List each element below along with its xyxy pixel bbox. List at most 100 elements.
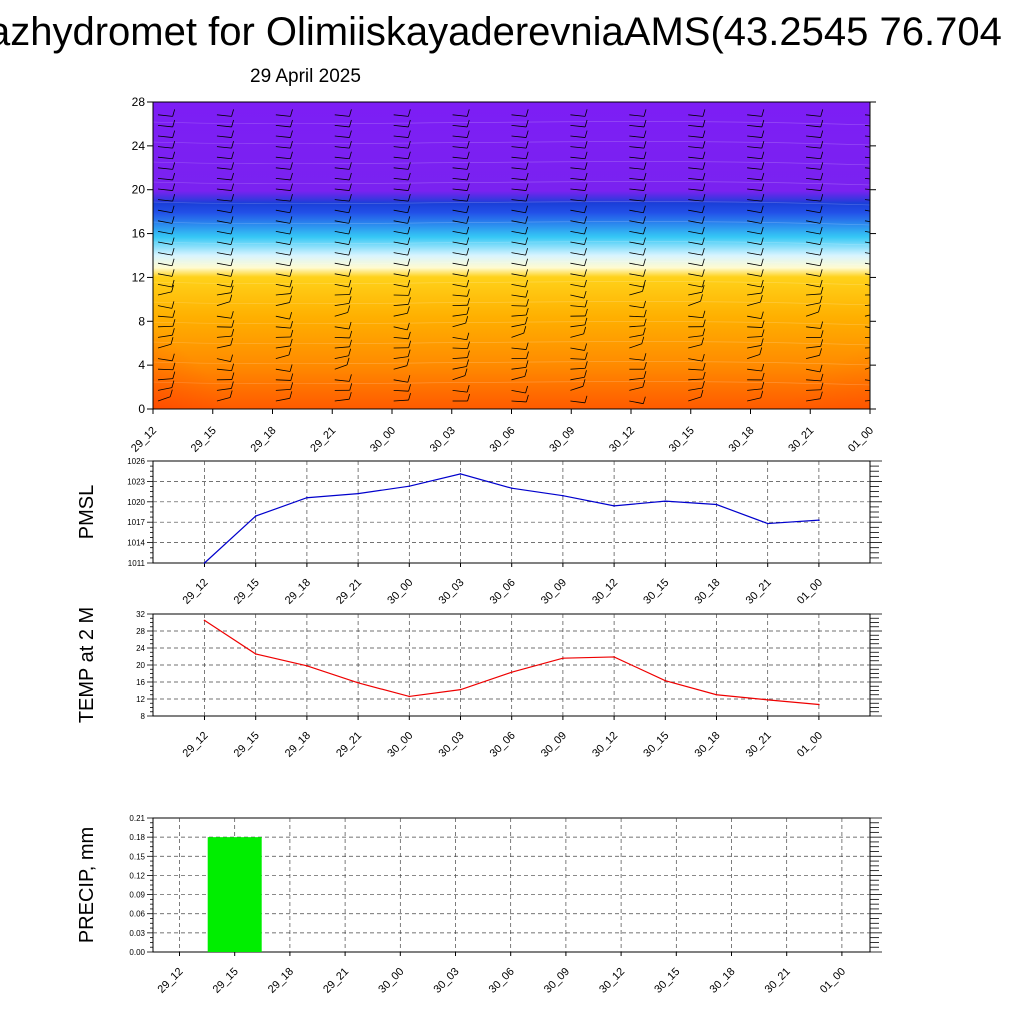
series-point — [203, 619, 206, 622]
wind-barb — [216, 156, 232, 160]
wind-barb — [452, 390, 468, 393]
wind-barb-flag — [172, 151, 176, 159]
wind-barb-flag — [348, 296, 352, 304]
y-tick-label: 0.06 — [129, 910, 145, 919]
wind-barb-flag — [407, 216, 411, 224]
wind-barb — [570, 400, 586, 404]
wind-barb-flag — [820, 130, 824, 138]
wind-barb-flag — [584, 258, 587, 266]
wind-barb-flag — [584, 248, 587, 256]
wind-barb-flag — [466, 384, 470, 393]
wind-barb-flag — [819, 391, 823, 399]
wind-barb — [747, 209, 762, 214]
wind-barb — [275, 167, 291, 170]
wind-barb — [864, 326, 870, 329]
series-point — [562, 494, 564, 497]
wind-barb — [747, 301, 761, 306]
wind-barb-flag — [230, 226, 234, 235]
wind-barb — [629, 114, 645, 117]
wind-barb — [629, 252, 644, 256]
wind-barb-flag — [880, 120, 882, 127]
wind-barb-flag — [407, 194, 411, 202]
wind-barb — [157, 156, 173, 160]
x-tick-label: 30_18 — [727, 425, 757, 455]
wind-barb — [275, 252, 291, 256]
y-tick-label: 12 — [132, 270, 146, 284]
wind-barb — [275, 388, 291, 391]
wind-barb-flag — [289, 279, 293, 288]
wind-barb — [806, 188, 821, 191]
y-tick-label: 0.00 — [129, 948, 145, 957]
wind-barb — [806, 146, 821, 149]
wind-barb-flag — [643, 216, 646, 224]
wind-barb — [334, 167, 350, 170]
wind-barb-flag — [525, 290, 529, 298]
wind-barb-flag — [879, 269, 881, 276]
wind-barb — [747, 292, 762, 296]
x-tick-label: 30_12 — [597, 966, 627, 996]
wind-barb-flag — [171, 226, 175, 235]
wind-barb — [275, 273, 291, 277]
wind-barb — [629, 262, 644, 267]
wind-barb — [157, 284, 173, 288]
wind-barb-flag — [525, 237, 528, 245]
wind-barb — [393, 326, 408, 331]
wind-barb — [334, 178, 350, 181]
wind-barb — [275, 326, 291, 329]
wind-barb-flag — [702, 363, 706, 371]
x-tick-label: 30_03 — [432, 966, 462, 996]
wind-barb-flag — [466, 194, 470, 202]
wind-barb — [688, 387, 703, 391]
wind-barb-flag — [761, 130, 765, 138]
wind-barb — [275, 156, 291, 160]
wind-barb-flag — [760, 269, 764, 277]
wind-barb-flag — [880, 162, 882, 169]
wind-barb — [806, 178, 821, 181]
wind-barb-flag — [643, 362, 647, 370]
wind-barb — [216, 199, 232, 202]
x-tick-label: 29_15 — [189, 425, 219, 455]
wind-barb — [864, 146, 870, 148]
x-tick-label: 30_12 — [590, 730, 620, 760]
wind-barb — [570, 284, 585, 288]
x-tick-label: 30_03 — [437, 730, 467, 760]
wind-barb — [806, 167, 821, 170]
wind-barb-flag — [171, 269, 175, 277]
wind-barb — [570, 273, 585, 277]
wind-barb-flag — [643, 300, 646, 309]
wind-barb — [334, 156, 350, 160]
wind-barb — [511, 220, 526, 224]
y-tick-label: 12 — [136, 695, 145, 704]
wind-barb — [864, 241, 870, 244]
contour-line — [153, 321, 870, 326]
wind-barb-flag — [525, 258, 528, 266]
wind-barb — [157, 188, 173, 191]
wind-barb — [864, 156, 870, 159]
wind-barb-flag — [467, 298, 470, 306]
wind-barb-flag — [466, 151, 470, 159]
wind-barb-flag — [290, 130, 293, 138]
wind-barb — [334, 125, 350, 128]
wind-barb — [864, 125, 870, 127]
wind-barb — [864, 114, 870, 116]
wind-barb — [747, 146, 762, 149]
wind-barb-flag — [525, 141, 529, 149]
wind-barb-flag — [230, 248, 234, 256]
y-tick-label: 0.15 — [129, 852, 145, 861]
wind-barb-flag — [820, 339, 824, 347]
wind-barb — [452, 167, 468, 170]
wind-barb-flag — [525, 385, 528, 394]
wind-barb — [157, 368, 173, 371]
wind-barb — [393, 312, 408, 317]
wind-barb — [452, 209, 467, 214]
wind-barb-flag — [289, 226, 293, 235]
wind-barb-flag — [760, 216, 764, 224]
wind-barb-flag — [584, 343, 587, 351]
wind-barb — [570, 358, 586, 360]
wind-barb-flag — [525, 130, 529, 138]
wind-barb-flag — [290, 183, 293, 191]
wind-barb-flag — [525, 183, 529, 191]
wind-barb — [216, 231, 232, 235]
wind-barb — [393, 365, 408, 370]
wind-barb — [747, 354, 760, 359]
